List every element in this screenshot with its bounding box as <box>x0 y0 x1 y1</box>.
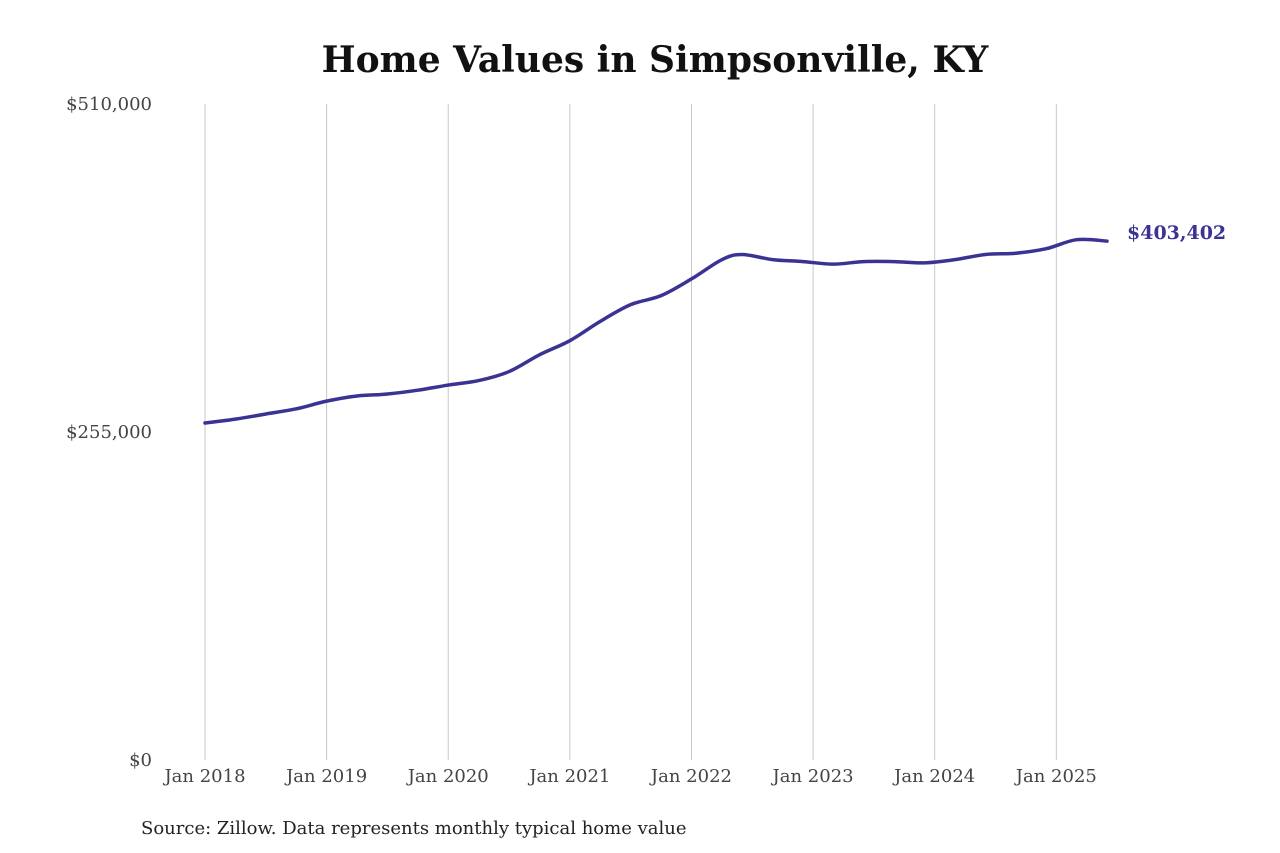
x-tick-label: Jan 2018 <box>162 766 245 787</box>
x-tick-label: Jan 2022 <box>649 766 732 787</box>
y-axis-tick-labels: $0 $255,000 $510,000 <box>66 94 152 771</box>
x-tick-label: Jan 2023 <box>771 766 854 787</box>
x-tick-label: Jan 2019 <box>284 766 367 787</box>
gridlines <box>204 104 1057 760</box>
y-tick-label: $255,000 <box>66 422 152 443</box>
chart-title: Home Values in Simpsonville, KY <box>322 39 990 81</box>
x-tick-label: Jan 2021 <box>527 766 610 787</box>
series-line <box>203 237 1109 425</box>
x-axis-tick-labels: Jan 2018 Jan 2019 Jan 2020 Jan 2021 Jan 2022… <box>162 766 1096 787</box>
y-tick-label: $0 <box>129 750 152 771</box>
x-tick-label: Jan 2025 <box>1014 766 1097 787</box>
y-tick-label: $510,000 <box>66 94 152 115</box>
x-tick-label: Jan 2020 <box>406 766 489 787</box>
series-layer <box>203 237 1109 425</box>
end-value-label: $403,402 <box>1127 222 1226 244</box>
source-note: Source: Zillow. Data represents monthly … <box>141 818 687 839</box>
x-tick-label: Jan 2024 <box>892 766 975 787</box>
